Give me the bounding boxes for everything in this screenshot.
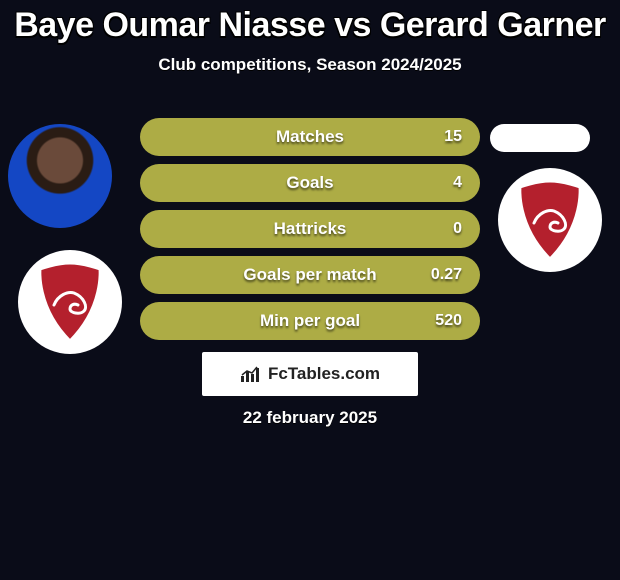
stat-label: Goals [286,173,333,193]
club-badge-right [498,168,602,272]
page-subtitle: Club competitions, Season 2024/2025 [0,55,620,75]
chart-icon [240,365,262,383]
date-label: 22 february 2025 [0,408,620,428]
stat-value-right: 0 [453,220,462,238]
branding-text: FcTables.com [268,364,380,384]
stat-row-goals: Goals 4 [140,164,480,202]
stat-row-goals-per-match: Goals per match 0.27 [140,256,480,294]
stat-label: Goals per match [243,265,376,285]
stat-value-right: 4 [453,174,462,192]
player1-avatar [8,124,112,228]
stat-row-hattricks: Hattricks 0 [140,210,480,248]
stat-value-right: 520 [435,312,462,330]
shield-icon [514,179,586,261]
stat-value-right: 0.27 [431,266,462,284]
stat-label: Hattricks [274,219,347,239]
player2-avatar [490,124,590,152]
shield-icon [34,261,106,343]
stat-row-min-per-goal: Min per goal 520 [140,302,480,340]
stat-label: Min per goal [260,311,360,331]
stat-label: Matches [276,127,344,147]
root: Baye Oumar Niasse vs Gerard Garner Club … [0,0,620,580]
page-title: Baye Oumar Niasse vs Gerard Garner [0,6,620,45]
stat-row-matches: Matches 15 [140,118,480,156]
branding-badge: FcTables.com [202,352,418,396]
club-badge-left [18,250,122,354]
stat-value-right: 15 [444,128,462,146]
stats-column: Matches 15 Goals 4 Hattricks 0 Goals per… [140,118,480,348]
